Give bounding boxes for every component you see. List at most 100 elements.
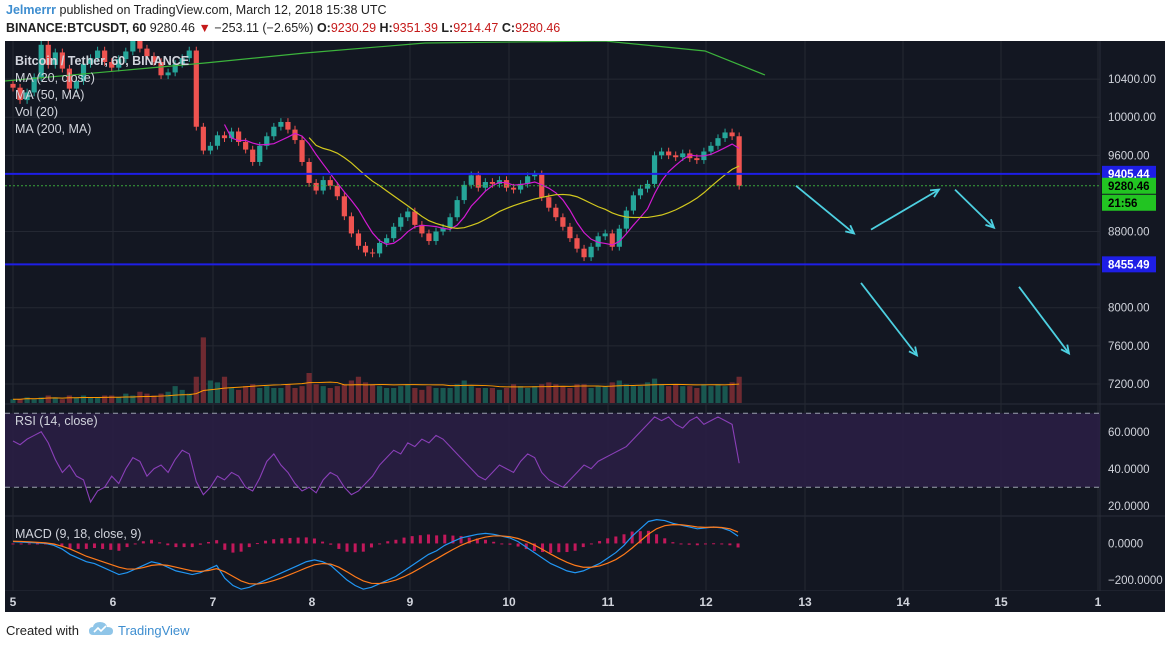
legend-ma50: MA (50, MA): [15, 88, 84, 102]
volume-bar: [574, 384, 580, 403]
volume-bar: [243, 386, 249, 403]
candle-body: [412, 211, 418, 225]
macd-histogram-bar: [728, 543, 732, 546]
price-scale[interactable]: 10400.00 10000.00 9600.00 8800.00 8000.00 760…: [1102, 74, 1163, 587]
macd-histogram-bar: [255, 543, 259, 545]
candle-body: [736, 136, 742, 186]
tradingview-link[interactable]: TradingView: [118, 623, 190, 638]
macd-histogram-bar: [394, 539, 398, 544]
macd-histogram-bar: [27, 543, 31, 545]
macd-histogram-bar: [264, 540, 268, 544]
time-axis[interactable]: 5 6 7 8 9 10 11 12 13 14 15 1: [5, 591, 1165, 612]
candle-body: [461, 184, 467, 201]
candle-body: [518, 183, 524, 190]
volume-bar: [496, 389, 503, 403]
volume-bar: [708, 386, 714, 403]
volume-bar: [271, 388, 277, 403]
volume-bar: [694, 388, 700, 403]
time-tick-label: 7: [210, 595, 217, 609]
close-label: C:: [501, 21, 516, 35]
candle-body: [236, 131, 242, 142]
author-name[interactable]: Jelmerrr: [6, 3, 57, 17]
macd-histogram-bar: [68, 543, 72, 549]
rsi-pane[interactable]: [5, 412, 1100, 504]
volume-bar: [680, 386, 686, 403]
macd-histogram-bar: [182, 543, 186, 548]
volume-bar: [426, 386, 432, 403]
volume-bar: [172, 386, 178, 403]
candle-body: [73, 81, 80, 89]
candle-body: [87, 58, 94, 64]
macd-pane[interactable]: [11, 519, 740, 590]
candle-body: [130, 41, 136, 52]
price-tick-label: 8800.00: [1108, 227, 1150, 239]
macd-histogram-bar: [646, 530, 650, 544]
candle-body: [482, 181, 488, 188]
candle-body: [165, 72, 171, 76]
candle-body: [102, 50, 108, 62]
volume-bar: [616, 380, 622, 403]
candle-body: [10, 83, 16, 88]
time-axis-background: [5, 591, 1165, 612]
candle-body: [38, 44, 44, 78]
arrow-head: [929, 188, 941, 198]
horizontal-levels[interactable]: [5, 172, 1100, 266]
macd-histogram-bar: [573, 543, 577, 551]
candle-body: [729, 132, 735, 137]
chart-canvas[interactable]: 10400.0010000.009600.008800.008000.00760…: [5, 41, 1165, 612]
volume-bar: [461, 380, 467, 403]
volume-bar: [630, 386, 636, 403]
volume-bar: [623, 384, 629, 403]
chart-area[interactable]: 10400.00 10000.00 9600.00 8800.00 8000.00 760…: [5, 41, 1165, 612]
candle-body: [377, 242, 383, 254]
candle-body: [433, 231, 439, 242]
volume-bar: [87, 397, 94, 403]
candle-body: [214, 135, 221, 146]
macd-histogram-bar: [190, 543, 194, 548]
macd-histogram-bar: [158, 542, 162, 544]
volume-bar: [454, 384, 460, 403]
macd-histogram-bar: [337, 543, 341, 549]
candle-body: [17, 87, 23, 101]
volume-bar: [137, 391, 143, 403]
volume-bar: [158, 393, 164, 403]
candle-body: [264, 136, 270, 146]
ohlc-line: BINANCE:BTCUSDT, 60 9280.46 ▼ −253.11 (−…: [6, 21, 560, 35]
time-tick-label: 9: [407, 595, 414, 609]
volume-bar: [518, 386, 524, 403]
volume-bar: [405, 384, 411, 403]
volume-bar: [355, 376, 362, 403]
volume-bar: [482, 388, 488, 403]
volume-bar: [687, 386, 693, 403]
volume-bar: [722, 386, 728, 403]
candle-body: [299, 140, 305, 162]
volume-bar: [341, 384, 347, 403]
macd-histogram-bar: [524, 543, 528, 550]
volume-bar: [581, 384, 587, 403]
macd-histogram-bar: [630, 531, 634, 544]
candle-body: [109, 61, 115, 68]
arrow-shaft: [954, 188, 995, 229]
time-tick-label: 6: [110, 595, 117, 609]
candle-body: [292, 129, 298, 141]
volume-bar: [362, 382, 369, 403]
volume-bar: [292, 388, 298, 403]
candle-body: [151, 56, 157, 62]
candle-body: [200, 126, 206, 151]
time-tick-label: 15: [994, 595, 1008, 609]
tradingview-cloud-icon[interactable]: [88, 620, 114, 638]
legend-rsi: RSI (14, close): [15, 414, 98, 428]
candle-body: [80, 63, 87, 82]
volume-bar: [236, 389, 242, 403]
candle-body: [722, 132, 728, 139]
volume-bar: [313, 384, 319, 403]
candle-body: [694, 158, 700, 161]
volume-bar: [31, 399, 37, 403]
candle-body: [193, 50, 199, 127]
volume-bar: [10, 399, 16, 403]
candle-body: [257, 145, 263, 162]
macd-histogram-bar: [288, 537, 292, 544]
open-value: 9230.29: [330, 21, 377, 35]
level-price-label-bg: [1102, 256, 1156, 273]
price-pane[interactable]: [5, 41, 1100, 403]
